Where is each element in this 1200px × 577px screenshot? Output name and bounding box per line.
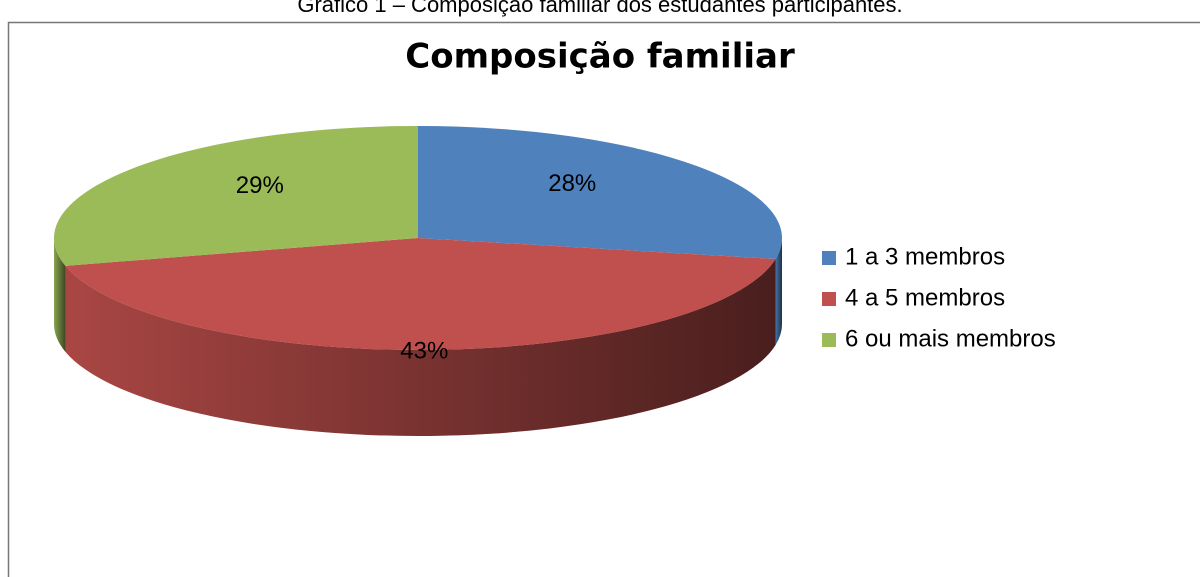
legend-swatch <box>822 333 836 347</box>
legend-label: 6 ou mais membros <box>845 325 1056 352</box>
data-label: 29% <box>236 172 284 199</box>
pie-slice <box>65 238 776 350</box>
pie-slice <box>418 126 782 259</box>
side-shade <box>775 238 782 345</box>
legend-swatch <box>822 251 836 265</box>
legend-label: 1 a 3 membros <box>845 243 1005 270</box>
pie-slice <box>54 126 419 266</box>
side-shade <box>65 258 776 436</box>
chart-title: Composição familiar <box>405 37 795 77</box>
data-label: 28% <box>548 170 596 197</box>
caption: Gráfico 1 – Composição familiar dos estu… <box>297 0 902 17</box>
legend-label: 4 a 5 membros <box>845 284 1005 311</box>
data-label: 43% <box>400 337 448 364</box>
legend-swatch <box>822 292 836 306</box>
side-shade <box>54 238 66 352</box>
